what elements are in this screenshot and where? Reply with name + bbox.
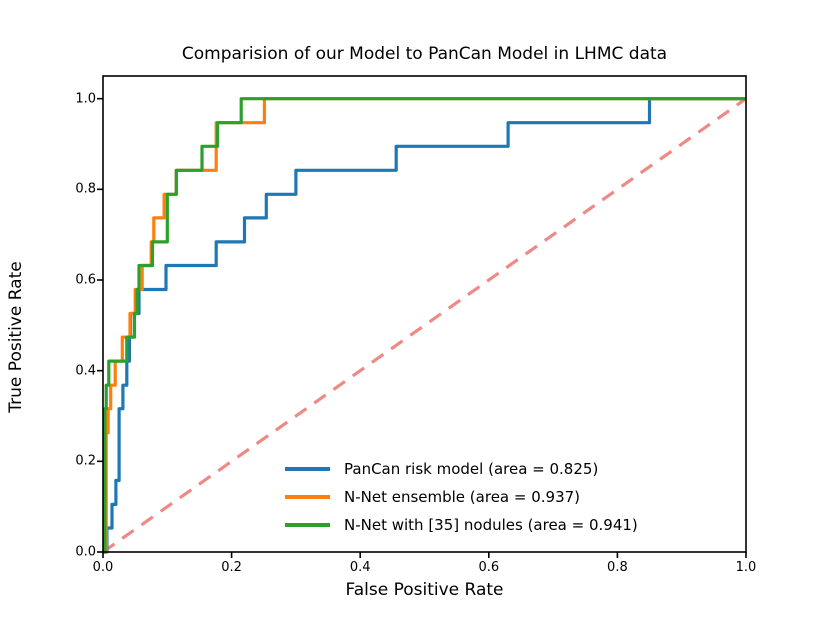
y-tick-label: 0.8 bbox=[75, 181, 96, 197]
legend-row: N-Net ensemble (area = 0.937) bbox=[285, 483, 638, 511]
y-axis-label: True Positive Rate bbox=[6, 261, 26, 413]
x-tick-label: 0.8 bbox=[607, 560, 628, 575]
chance-diagonal bbox=[102, 97, 747, 554]
x-tick-label: 0.0 bbox=[92, 560, 114, 575]
legend-swatch-roc-curve-pancan bbox=[285, 467, 330, 471]
y-tick-label: 0.4 bbox=[75, 363, 96, 379]
y-tick-label: 0.6 bbox=[75, 272, 96, 288]
roc-curve-nnet-nodules bbox=[103, 97, 746, 554]
axes-frame bbox=[102, 75, 747, 553]
x-tick-label: 0.2 bbox=[221, 560, 242, 575]
axes-spines bbox=[97, 75, 747, 558]
chart-title: Comparision of our Model to PanCan Model… bbox=[181, 44, 668, 64]
x-tick-label: 0.6 bbox=[478, 560, 500, 575]
legend-swatch-roc-curve-nnet-nodules bbox=[285, 523, 330, 527]
x-axis-label: False Positive Rate bbox=[345, 580, 504, 600]
y-tick-label: 1.0 bbox=[75, 91, 96, 107]
legend-label-roc-curve-nnet-nodules: N-Net with [35] nodules (area = 0.941) bbox=[344, 516, 638, 534]
y-tick-label: 0.2 bbox=[75, 453, 96, 469]
legend: PanCan risk model (area = 0.825) N-Net en… bbox=[285, 455, 638, 539]
legend-row: PanCan risk model (area = 0.825) bbox=[285, 455, 638, 483]
x-tick-label: 0.4 bbox=[349, 560, 371, 575]
legend-row: N-Net with [35] nodules (area = 0.941) bbox=[285, 511, 638, 539]
legend-swatch-roc-curve-nnet-ensemble bbox=[285, 495, 330, 499]
series-layer bbox=[102, 97, 747, 554]
legend-label-roc-curve-pancan: PanCan risk model (area = 0.825) bbox=[344, 460, 599, 478]
roc-curve-pancan bbox=[103, 97, 746, 554]
legend-label-roc-curve-nnet-ensemble: N-Net ensemble (area = 0.937) bbox=[344, 488, 581, 506]
y-tick-label: 0.0 bbox=[75, 544, 96, 560]
x-tick-label: 1.0 bbox=[735, 560, 757, 575]
